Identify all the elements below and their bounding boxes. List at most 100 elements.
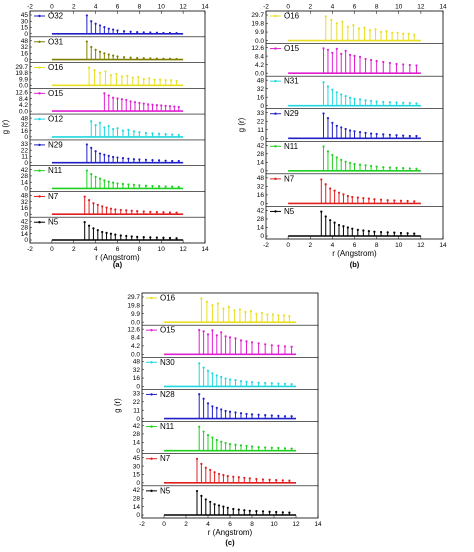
legend-label: O16 [284, 12, 300, 21]
legend-swatch-marker [38, 117, 41, 121]
y-tick-label: 29.7 [251, 12, 264, 19]
y-tick-label: 11 [133, 407, 140, 414]
stem-point [92, 227, 95, 230]
stem-point [406, 199, 409, 203]
y-tick-label: 8.4 [131, 335, 140, 342]
legend-swatch-marker [38, 221, 41, 224]
stem-point [157, 185, 161, 188]
stem-point [250, 381, 254, 384]
stem-point [335, 47, 338, 50]
stem-point [224, 335, 227, 338]
stem-point [120, 98, 123, 101]
panel-caption: (c) [225, 538, 235, 547]
stem-point [138, 131, 141, 134]
stem-point [90, 120, 93, 123]
x-tick-label-top: 0 [286, 4, 290, 11]
stem-point [122, 30, 126, 33]
stem-point [341, 20, 344, 23]
stem-point [116, 127, 119, 130]
stem-point [415, 64, 418, 67]
x-tick-label: 8 [375, 242, 379, 249]
stem-point [157, 132, 161, 135]
x-tick-label: -2 [27, 246, 33, 253]
stem-point [402, 134, 405, 137]
stem-point [415, 167, 418, 170]
stem-point [112, 54, 115, 57]
stem-point [322, 112, 325, 115]
stem-point [369, 132, 373, 135]
y-tick-label: 0 [24, 160, 28, 167]
x-tick-label: 6 [353, 242, 357, 249]
y-tick-label: 0.0 [131, 351, 140, 358]
stem-point [413, 33, 416, 36]
stem-point [198, 362, 201, 365]
stem-point [90, 173, 93, 176]
legend-swatch-marker [38, 92, 41, 95]
legend-label: N31 [284, 77, 299, 86]
stem-point [388, 101, 391, 104]
stem-point [388, 166, 391, 169]
stem-point [356, 228, 359, 232]
stem-point [125, 209, 128, 212]
stem-point [138, 101, 141, 105]
stem-point [224, 441, 227, 445]
y-tick-label: 0.0 [255, 70, 264, 77]
x-tick-label: 4 [94, 246, 98, 253]
stem-point [103, 92, 106, 95]
stem-point [90, 146, 93, 149]
x-tick-label: 2 [308, 242, 312, 249]
stem-point [127, 157, 130, 160]
panel-caption: (b) [350, 260, 360, 269]
y-tick-label: 48 [133, 358, 141, 365]
stem-point [129, 30, 132, 33]
x-tick-label: 14 [439, 242, 447, 249]
stem-point [395, 134, 398, 137]
stem-point [290, 345, 293, 348]
legend-label: O31 [48, 37, 64, 46]
stem-point [149, 31, 152, 34]
stem-point [388, 61, 391, 65]
stem-point [130, 235, 133, 238]
y-axis-label: g (r) [1, 119, 10, 134]
stem-point [408, 134, 411, 138]
y-tick-label: 0.0 [255, 38, 264, 45]
stem-point [155, 210, 158, 214]
stem-point [348, 129, 352, 132]
stem-point [129, 100, 132, 103]
x-axis-label: r (Angstrom) [95, 253, 140, 262]
stem-point [395, 62, 398, 66]
subplot-o16: 29.7 19.89.9 0.0 O16 [251, 12, 421, 45]
stem-point [98, 121, 102, 124]
stem-point [362, 229, 365, 232]
y-tick-label: 0 [24, 211, 28, 218]
legend-label: N11 [284, 142, 299, 151]
x-tick-label: 4 [206, 521, 210, 528]
stem-point [329, 187, 332, 190]
stem-point [391, 31, 394, 34]
stem-point [103, 52, 106, 55]
stem-point [351, 227, 354, 230]
stem-point [85, 143, 88, 146]
stem-point [250, 341, 254, 344]
stem-point [324, 215, 327, 218]
y-tick-label: 0 [24, 134, 28, 141]
stem-point [320, 210, 323, 213]
stem-point [168, 236, 172, 240]
stem-point [340, 158, 343, 161]
legend-label: O16 [160, 294, 176, 303]
y-axis-label: g (r) [113, 398, 122, 413]
y-tick-label: 11 [257, 127, 264, 134]
y-tick-label: 28 [21, 225, 29, 232]
chart-panel-a: 4530150O324832160O3129.719.89.90.0O1612.… [1, 4, 209, 270]
stem-point [94, 124, 97, 127]
stem-point [369, 58, 373, 62]
x-tick-label: 10 [270, 521, 278, 528]
stem-point [222, 505, 225, 508]
x-tick-label: 2 [72, 246, 76, 253]
stem-point [245, 412, 248, 416]
stem-point [105, 231, 108, 234]
stem-point [168, 57, 172, 60]
stem-point [239, 380, 243, 383]
